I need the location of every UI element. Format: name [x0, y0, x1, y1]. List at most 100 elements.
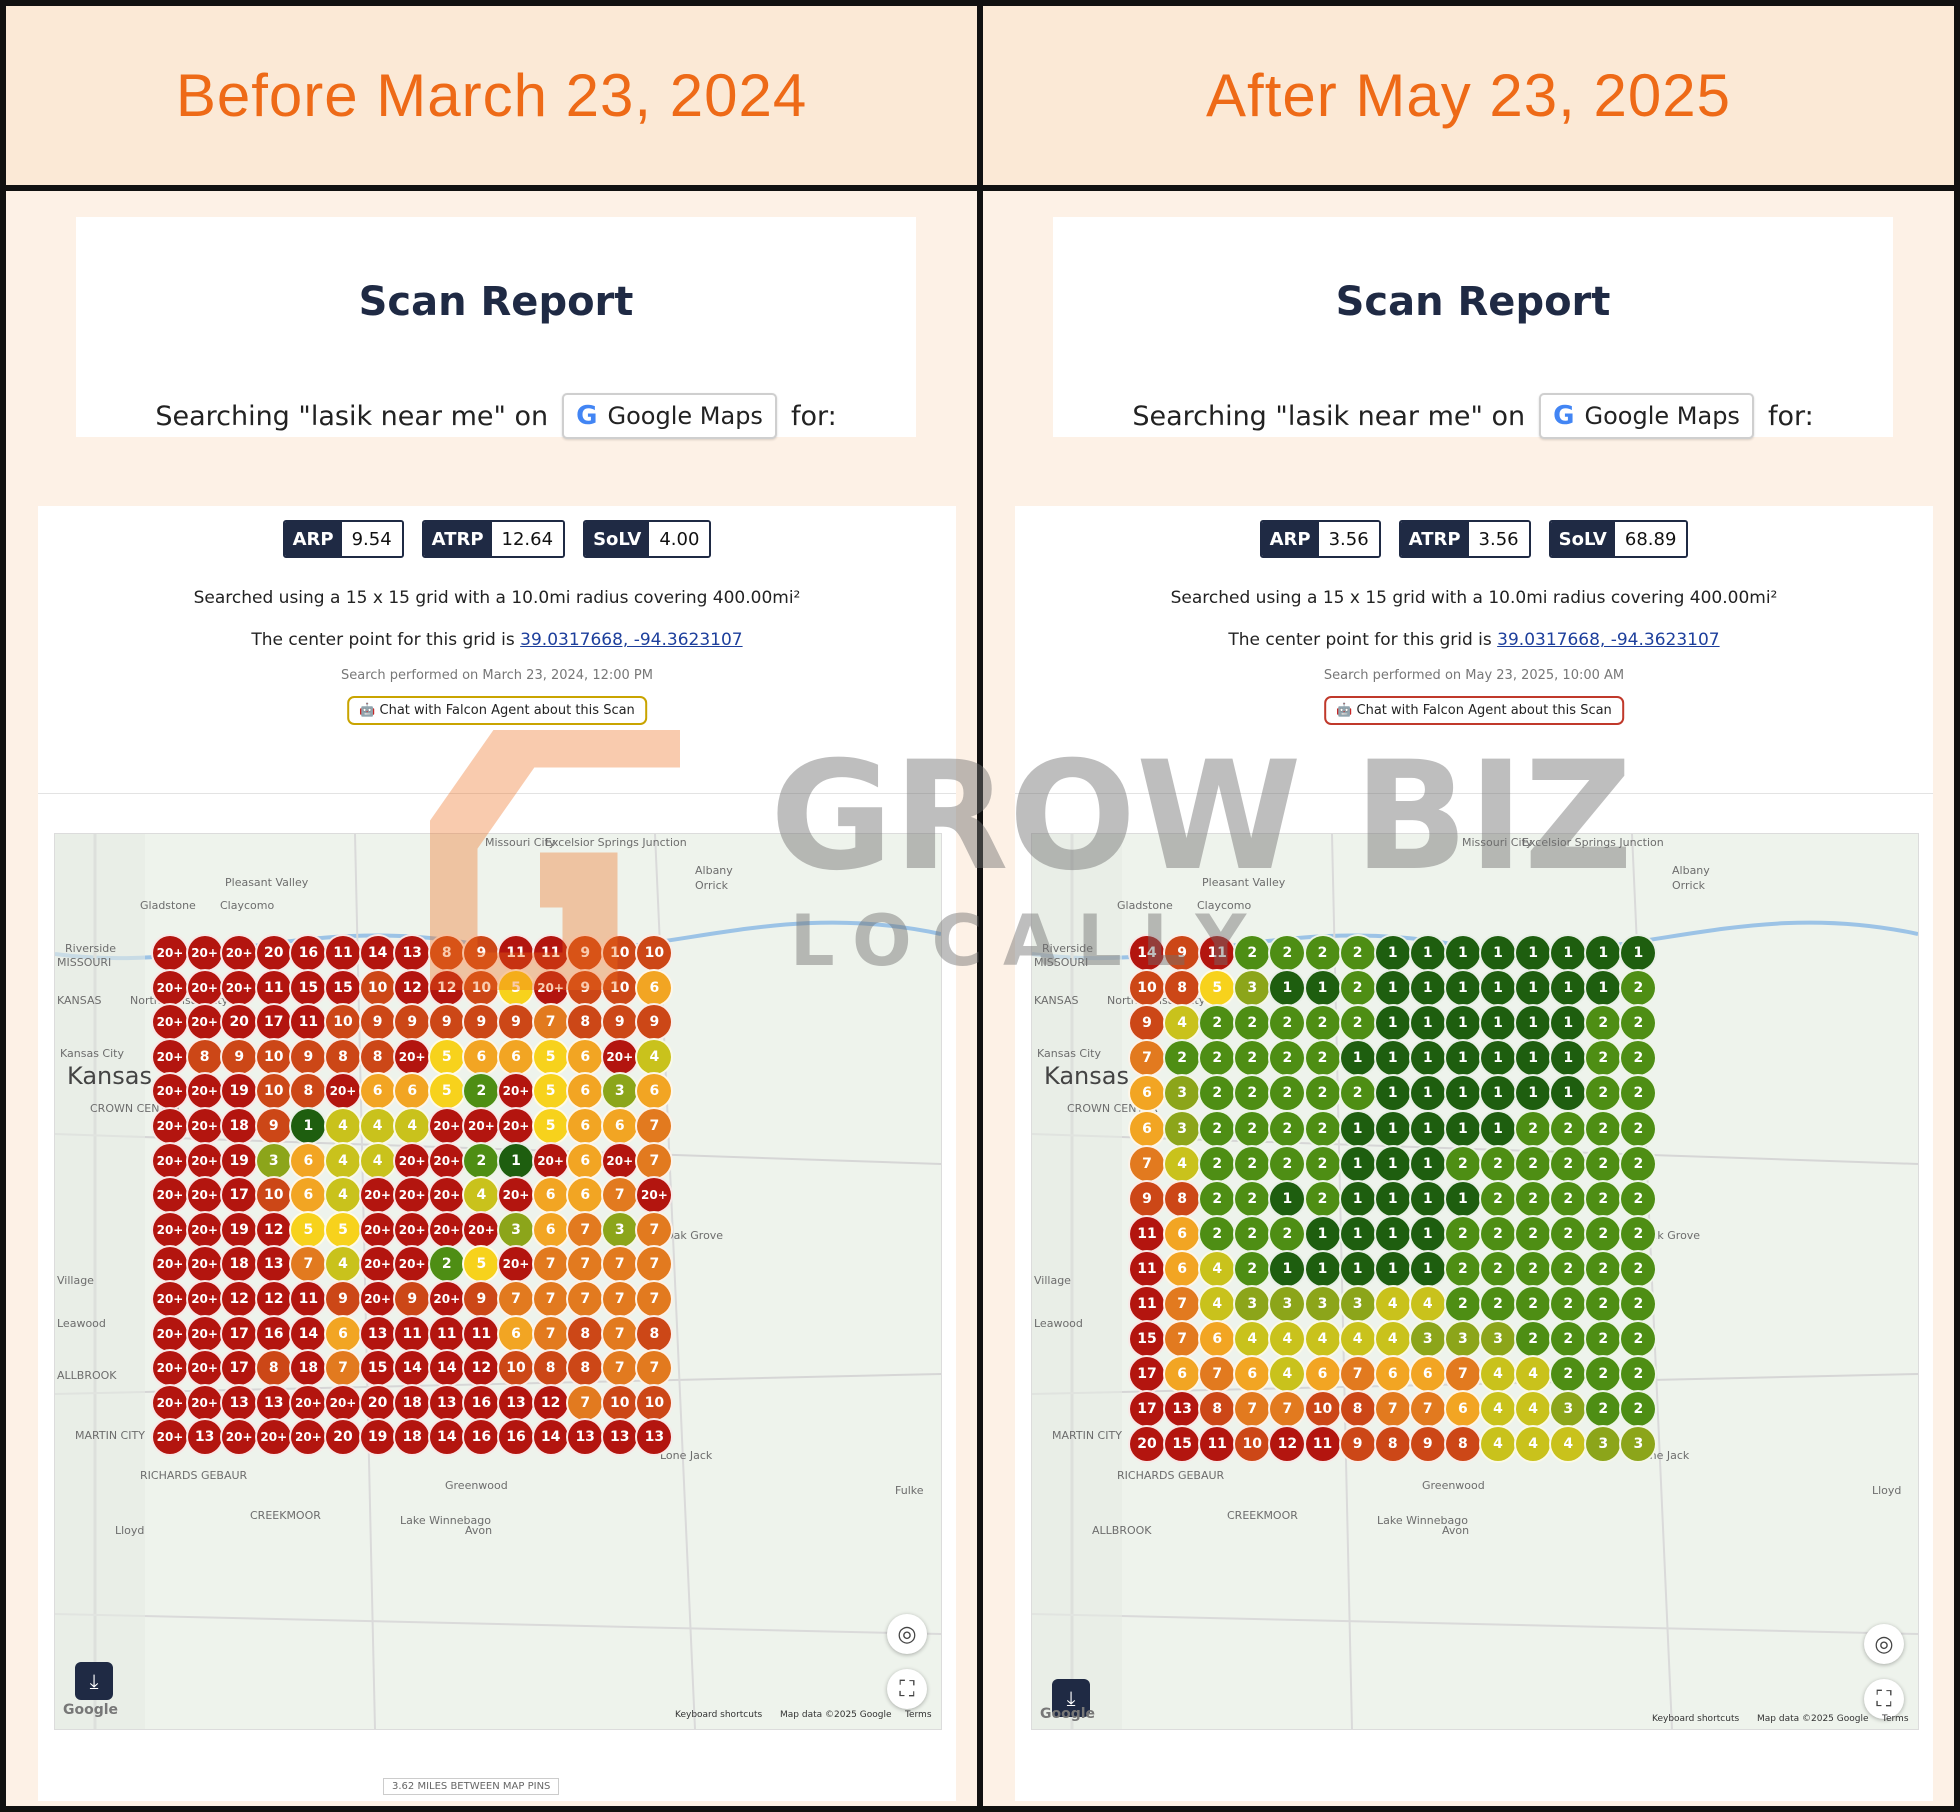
rank-pin[interactable]: 2	[1549, 1109, 1588, 1148]
rank-pin[interactable]: 1	[1479, 1004, 1517, 1043]
rank-pin[interactable]: 2	[1619, 1144, 1658, 1183]
rank-pin[interactable]: 14	[531, 1418, 570, 1457]
rank-pin[interactable]: 2	[1514, 1320, 1553, 1359]
rank-pin[interactable]: 20+	[185, 1280, 224, 1318]
rank-pin[interactable]: 11	[531, 934, 570, 972]
rank-pin[interactable]: 2	[427, 1245, 466, 1284]
rank-pin[interactable]: 15	[1163, 1425, 1202, 1464]
rank-pin[interactable]: 8	[1373, 1425, 1412, 1464]
rank-pin[interactable]: 1	[1514, 969, 1553, 1008]
rank-pin[interactable]: 10	[497, 1349, 535, 1388]
rank-pin[interactable]: 1	[1514, 1004, 1553, 1043]
rank-pin[interactable]: 3	[1408, 1320, 1447, 1359]
rank-pin[interactable]: 20+	[151, 1314, 189, 1353]
rank-pin[interactable]: 20+	[151, 1176, 189, 1215]
rank-pin[interactable]: 6	[358, 1072, 397, 1111]
rank-pin[interactable]: 20+	[393, 1037, 432, 1076]
rank-pin[interactable]: 14	[358, 934, 397, 972]
rank-pin[interactable]: 2	[1198, 1179, 1237, 1218]
rank-pin[interactable]: 18	[220, 1245, 259, 1284]
rank-pin[interactable]: 9	[1128, 1179, 1166, 1218]
rank-pin[interactable]: 13	[358, 1314, 397, 1353]
rank-pin[interactable]: 13	[254, 1245, 293, 1284]
rank-pin[interactable]: 11	[462, 1314, 501, 1353]
rank-pin[interactable]: 20+	[151, 934, 189, 972]
rank-pin[interactable]: 4	[1479, 1390, 1517, 1429]
rank-pin[interactable]: 20+	[289, 1418, 328, 1457]
rank-pin[interactable]: 6	[497, 1037, 535, 1076]
rank-pin[interactable]: 7	[531, 1003, 570, 1042]
rank-pin[interactable]: 20+	[324, 1383, 362, 1422]
rank-pin[interactable]: 15	[289, 968, 328, 1007]
rank-pin[interactable]: 20+	[151, 1107, 189, 1145]
rank-pin[interactable]: 6	[1163, 1214, 1202, 1253]
rank-pin[interactable]: 13	[600, 1418, 639, 1457]
rank-pin[interactable]: 2	[1549, 1179, 1588, 1218]
rank-pin[interactable]: 2	[462, 1141, 501, 1180]
rank-pin[interactable]: 2	[1584, 1179, 1623, 1218]
rank-pin[interactable]: 6	[635, 1072, 674, 1111]
rank-pin[interactable]: 1	[1443, 934, 1482, 972]
rank-pin[interactable]: 1	[1479, 934, 1517, 972]
rank-pin[interactable]: 2	[1198, 1214, 1237, 1253]
rank-pin[interactable]: 1	[1408, 1039, 1447, 1078]
rank-pin[interactable]: 1	[1373, 1144, 1412, 1183]
rank-pin[interactable]: 2	[1303, 934, 1342, 972]
rank-pin[interactable]: 4	[1408, 1285, 1447, 1323]
rank-pin[interactable]: 2	[1584, 1214, 1623, 1253]
rank-pin[interactable]: 6	[1303, 1355, 1342, 1394]
rank-pin[interactable]: 4	[1514, 1355, 1553, 1394]
rank-pin[interactable]: 20+	[427, 1107, 466, 1145]
rank-pin[interactable]: 4	[1373, 1285, 1412, 1323]
rank-pin[interactable]: 13	[566, 1418, 605, 1457]
rank-pin[interactable]: 4	[1479, 1355, 1517, 1394]
rank-pin[interactable]: 20+	[185, 1003, 224, 1042]
rank-pin[interactable]: 2	[1338, 969, 1377, 1008]
rank-pin[interactable]: 12	[427, 968, 466, 1007]
rank-pin[interactable]: 20+	[427, 1176, 466, 1215]
rank-pin[interactable]: 16	[462, 1383, 501, 1422]
rank-pin[interactable]: 7	[635, 1245, 674, 1284]
rank-pin[interactable]: 20+	[497, 1176, 535, 1215]
rank-pin[interactable]: 2	[1338, 934, 1377, 972]
download-icon[interactable]: ⤓	[1052, 1679, 1090, 1717]
rank-pin[interactable]: 7	[1443, 1355, 1482, 1394]
google-maps-chip[interactable]: G Google Maps	[1539, 393, 1754, 439]
rank-pin[interactable]: 8	[185, 1037, 224, 1076]
rank-pin[interactable]: 1	[1408, 1214, 1447, 1253]
rank-pin[interactable]: 2	[1584, 1249, 1623, 1288]
rank-pin[interactable]: 1	[1303, 1249, 1342, 1288]
rank-pin[interactable]: 20	[324, 1418, 362, 1457]
rank-pin[interactable]: 20+	[151, 1349, 189, 1388]
rank-pin[interactable]: 6	[531, 1176, 570, 1215]
rank-pin[interactable]: 1	[1338, 1214, 1377, 1253]
rank-pin[interactable]: 1	[1514, 934, 1553, 972]
rank-pin[interactable]: 14	[427, 1349, 466, 1388]
rank-map[interactable]: Missouri City Excelsior Springs Junction P…	[54, 833, 942, 1730]
rank-pin[interactable]: 13	[185, 1418, 224, 1457]
rank-pin[interactable]: 2	[1619, 1039, 1658, 1078]
rank-pin[interactable]: 1	[1338, 1179, 1377, 1218]
rank-pin[interactable]: 10	[1233, 1425, 1272, 1464]
rank-pin[interactable]: 20+	[151, 1037, 189, 1076]
rank-map[interactable]: Missouri City Excelsior Springs Junction P…	[1031, 833, 1919, 1730]
rank-pin[interactable]: 11	[254, 968, 293, 1007]
rank-pin[interactable]: 4	[1338, 1320, 1377, 1359]
rank-pin[interactable]: 2	[1233, 1109, 1272, 1148]
rank-pin[interactable]: 10	[600, 968, 639, 1007]
keyboard-shortcuts-link[interactable]: Keyboard shortcuts	[675, 1710, 763, 1720]
rank-pin[interactable]: 4	[393, 1107, 432, 1145]
rank-pin[interactable]: 2	[1443, 1249, 1482, 1288]
rank-pin[interactable]: 2	[1303, 1004, 1342, 1043]
rank-pin[interactable]: 10	[635, 934, 674, 972]
rank-pin[interactable]: 1	[1338, 1039, 1377, 1078]
rank-pin[interactable]: 20+	[151, 1280, 189, 1318]
rank-pin[interactable]: 7	[531, 1245, 570, 1284]
rank-pin[interactable]: 1	[1373, 1179, 1412, 1218]
rank-pin[interactable]: 1	[1303, 1214, 1342, 1253]
rank-pin[interactable]: 14	[427, 1418, 466, 1457]
rank-pin[interactable]: 17	[220, 1314, 259, 1353]
rank-pin[interactable]: 1	[1373, 1109, 1412, 1148]
rank-pin[interactable]: 13	[254, 1383, 293, 1422]
rank-pin[interactable]: 17	[254, 1003, 293, 1042]
